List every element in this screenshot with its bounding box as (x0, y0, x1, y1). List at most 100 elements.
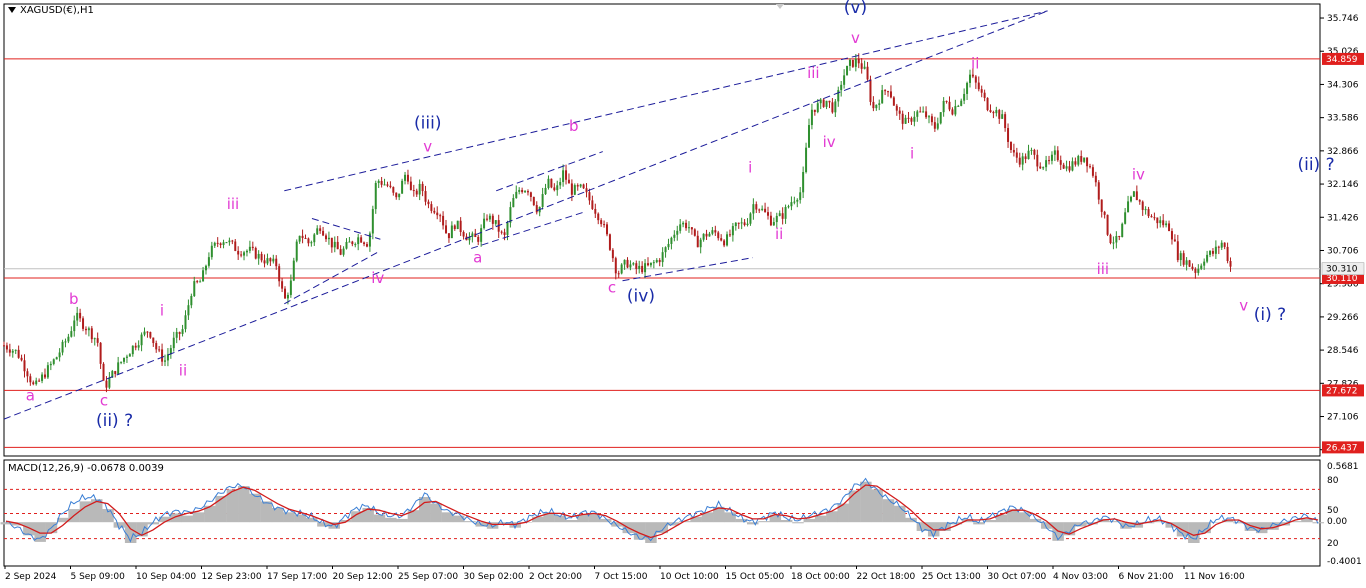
macd-histogram-bar (939, 522, 951, 531)
candle (737, 222, 740, 229)
candle-body (1197, 268, 1200, 273)
candle (284, 286, 287, 299)
candle-body (992, 112, 995, 114)
candle (585, 183, 588, 198)
wave-label: i (160, 301, 164, 319)
candle (330, 237, 333, 253)
candle (1150, 214, 1153, 218)
candle (96, 332, 99, 347)
candle-body (854, 58, 857, 67)
candle-body (863, 66, 866, 69)
macd-histogram-bar (1199, 522, 1211, 534)
macd-histogram-bar (271, 507, 284, 523)
candle-body (685, 222, 688, 229)
candle (769, 211, 772, 227)
candle (807, 118, 810, 148)
candle (1030, 147, 1033, 155)
macd-histogram-bar (724, 512, 736, 523)
candle-body (784, 207, 787, 219)
candle (998, 108, 1001, 124)
candle-body (503, 232, 506, 235)
candle (1004, 111, 1007, 132)
candle-body (925, 111, 928, 118)
time-tick-label: 2 Sep 2024 (5, 572, 57, 582)
candle (1206, 250, 1209, 264)
candle-body (664, 247, 667, 253)
candle (702, 233, 705, 242)
candle (526, 189, 529, 196)
candle-body (529, 192, 532, 197)
candle (550, 178, 553, 189)
candle-body (254, 247, 257, 259)
candle-body (591, 200, 594, 209)
candle-body (1004, 114, 1007, 129)
candle (907, 111, 910, 124)
candle-body (169, 348, 172, 355)
candle (1039, 162, 1042, 170)
candle (690, 227, 693, 235)
candle-body (43, 374, 46, 378)
candle-body (330, 237, 333, 248)
macd-histogram-bar (1222, 520, 1234, 523)
candle-body (99, 342, 102, 364)
candle (875, 104, 878, 111)
candle (1018, 152, 1021, 168)
candle-body (787, 206, 790, 208)
candle-body (500, 231, 503, 233)
candle-body (260, 253, 263, 261)
candle-body (708, 233, 711, 237)
candle-body (184, 315, 187, 330)
candle (471, 231, 474, 243)
candle (641, 261, 644, 274)
candle (1021, 152, 1024, 171)
candle (41, 372, 44, 384)
candle (8, 343, 11, 357)
candle (439, 213, 442, 223)
candle-body (412, 190, 415, 192)
candle (1083, 157, 1086, 164)
candle-body (345, 241, 348, 249)
candle (1173, 234, 1176, 242)
candle (237, 246, 240, 260)
candle (1185, 257, 1188, 271)
candle (977, 76, 980, 92)
candle (755, 201, 758, 214)
candle-body (90, 328, 93, 340)
candle-body (532, 196, 535, 206)
candle-body (257, 253, 260, 259)
macd-histogram-bar (351, 511, 363, 523)
candle (541, 187, 544, 210)
candle-body (1168, 223, 1171, 232)
candle (257, 250, 260, 265)
candle (395, 192, 398, 200)
candle (790, 196, 793, 211)
time-tick-label: 11 Nov 16:00 (1184, 572, 1245, 582)
candle (90, 325, 93, 343)
macd-histogram-bar (498, 522, 510, 525)
candle-body (336, 241, 339, 250)
macd-histogram-bar (1018, 512, 1030, 523)
candle-body (676, 230, 679, 235)
candle (1086, 157, 1089, 173)
candle-body (1150, 216, 1153, 218)
candle-body (70, 331, 73, 337)
candle (181, 324, 184, 337)
candle-body (427, 201, 430, 205)
candle-body (406, 174, 409, 182)
wave-label: v (423, 138, 432, 156)
candle (11, 348, 14, 358)
candle (1015, 147, 1018, 163)
macd-histogram-bar (102, 509, 114, 523)
candle (1217, 245, 1220, 255)
candle-body (474, 233, 477, 238)
candle (532, 196, 535, 207)
candle (887, 90, 890, 97)
candle-body (1065, 166, 1068, 169)
time-tick-label: 15 Oct 05:00 (726, 572, 785, 582)
candle-body (1109, 234, 1112, 244)
wave-label: c (608, 278, 616, 296)
candle-body (158, 349, 161, 351)
candle-body (1200, 265, 1203, 269)
candle (945, 100, 948, 104)
